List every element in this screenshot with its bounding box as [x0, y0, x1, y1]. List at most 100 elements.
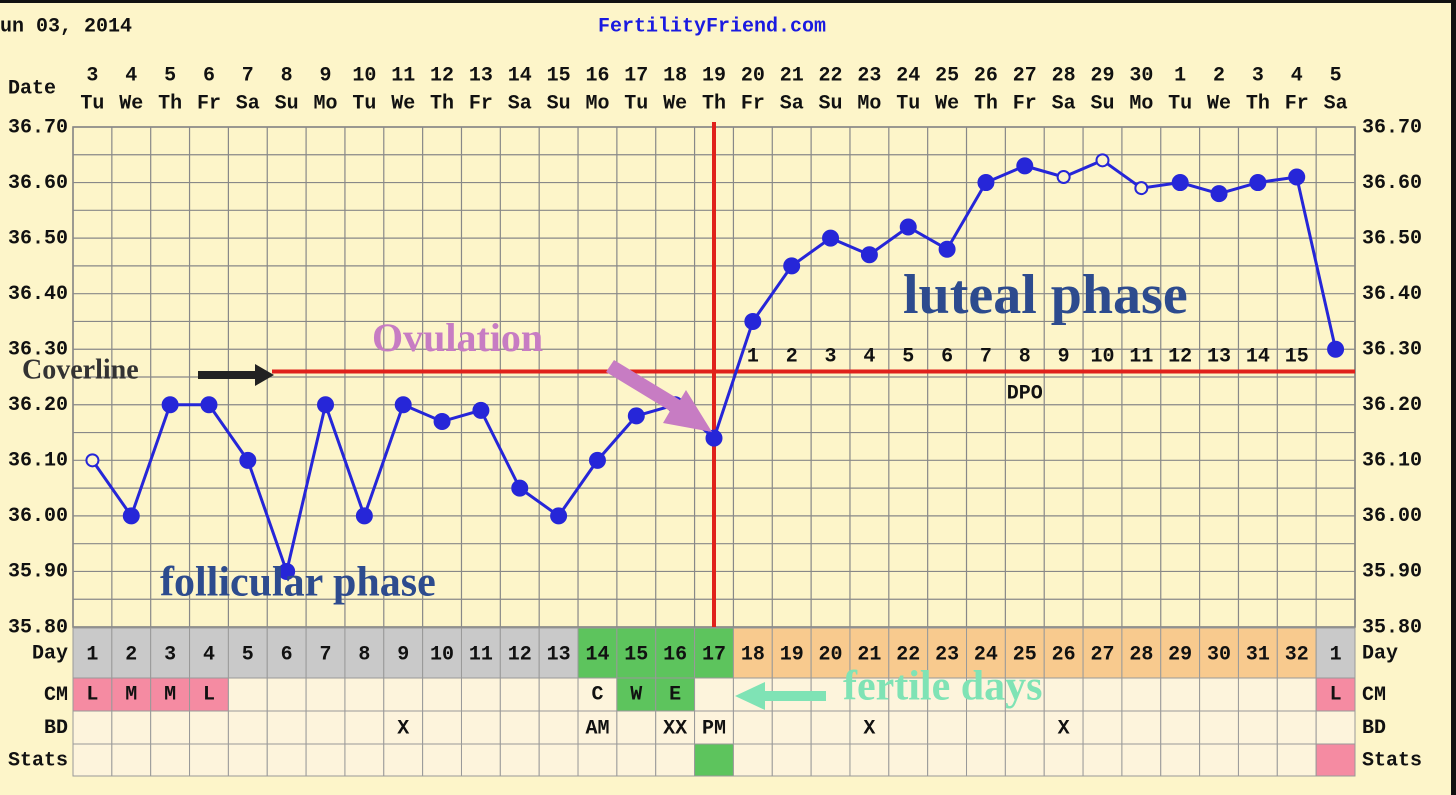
cm-cell — [150, 677, 191, 712]
dpo-number: 15 — [1285, 345, 1309, 368]
temperature-point — [355, 507, 373, 525]
temperature-point — [705, 429, 723, 447]
date-label: 5 — [164, 64, 176, 87]
day-number: 16 — [663, 643, 687, 666]
y-tick-label: 36.60 — [8, 172, 68, 195]
dpo-number: 4 — [863, 345, 875, 368]
stats-cell — [189, 743, 229, 777]
temperature-point — [899, 218, 917, 236]
cm-text: E — [669, 683, 681, 706]
day-cell — [655, 627, 696, 679]
dpo-number: 8 — [1019, 345, 1031, 368]
bd-cell — [1199, 710, 1239, 745]
annotations: Coverline Ovulation luteal phase follicular… — [22, 264, 1188, 710]
cm-cell — [1276, 677, 1317, 712]
date-label: 10 — [352, 64, 376, 87]
temperature-point — [860, 246, 878, 264]
y-tick-label: 36.30 — [8, 339, 68, 362]
temperature-point — [1210, 185, 1228, 203]
y-tick-label-right: 36.50 — [1362, 227, 1422, 250]
y-tick-label-right: 35.80 — [1362, 616, 1422, 639]
cm-cell — [1043, 677, 1084, 712]
follicular-label: follicular phase — [160, 560, 436, 606]
row-label: BD — [44, 717, 68, 740]
date-label: 30 — [1129, 64, 1153, 87]
cm-cell — [72, 677, 113, 712]
bd-cell — [111, 710, 152, 745]
stats-cell — [460, 743, 501, 777]
date-label: 25 — [935, 64, 959, 87]
temperature-point — [822, 229, 840, 247]
row-label: CM — [44, 684, 68, 707]
cm-text: W — [630, 683, 642, 706]
luteal-label: luteal phase — [903, 264, 1188, 326]
cm-cell — [849, 677, 890, 712]
temperature-point — [394, 396, 412, 414]
date-label: 3 — [86, 64, 98, 87]
day-number: 13 — [547, 643, 571, 666]
weekday-label: Tu — [80, 92, 104, 115]
day-cell — [227, 627, 268, 679]
stats-cell — [1160, 743, 1201, 777]
dpo-number: 14 — [1246, 345, 1270, 368]
temperature-point — [200, 396, 218, 414]
day-cell — [460, 627, 501, 679]
day-cell — [771, 627, 812, 679]
y-tick-label: 36.40 — [8, 283, 68, 306]
date-label: 15 — [547, 64, 571, 87]
weekday-label: Tu — [1168, 92, 1192, 115]
date-label: 4 — [125, 64, 137, 87]
stats-cell — [538, 743, 579, 777]
stats-cell — [111, 743, 152, 777]
stats-cell — [305, 743, 346, 777]
dpo-number: 6 — [941, 345, 953, 368]
row-label-right: CM — [1362, 684, 1386, 707]
y-tick-label: 36.20 — [8, 394, 68, 417]
cm-cell — [305, 677, 346, 712]
bd-cell — [694, 710, 734, 745]
date-label: 27 — [1013, 64, 1037, 87]
weekday-label: Tu — [352, 92, 376, 115]
dpo-number: 5 — [902, 345, 914, 368]
temperature-point — [783, 257, 801, 275]
temperature-point — [433, 412, 451, 430]
day-cell — [1237, 627, 1278, 679]
bd-cell — [888, 710, 929, 745]
date-label: 9 — [320, 64, 332, 87]
stats-cell — [227, 743, 268, 777]
cm-text: M — [164, 683, 176, 706]
day-number: 6 — [281, 643, 293, 666]
weekday-label: Sa — [1052, 92, 1076, 115]
day-cell — [577, 627, 618, 679]
temperature-point — [588, 451, 606, 469]
day-cell — [1315, 627, 1356, 679]
stats-cell — [344, 743, 385, 777]
bd-text: XX — [663, 717, 687, 740]
row-label-right: Stats — [1362, 749, 1422, 772]
frame-top — [0, 0, 1456, 3]
day-cell — [305, 627, 346, 679]
day-number: 24 — [974, 643, 998, 666]
day-number: 20 — [819, 643, 843, 666]
cm-text: L — [203, 683, 215, 706]
day-number: 10 — [430, 643, 454, 666]
stats-cell — [616, 743, 657, 777]
y-tick-label-right: 36.40 — [1362, 283, 1422, 306]
site-name: FertilityFriend.com — [598, 15, 826, 38]
row-label-right: Day — [1362, 642, 1398, 665]
date-label: 23 — [857, 64, 881, 87]
dpo-number: 2 — [786, 345, 798, 368]
dpo-number: 11 — [1129, 345, 1153, 368]
stats-cell — [849, 743, 890, 777]
y-tick-label-right: 36.60 — [1362, 172, 1422, 195]
day-number: 15 — [624, 643, 648, 666]
day-cell — [1199, 627, 1239, 679]
bd-cell — [771, 710, 812, 745]
day-number: 23 — [935, 643, 959, 666]
temperature-point — [1171, 174, 1189, 192]
y-tick-label: 36.50 — [8, 227, 68, 250]
cm-cell — [1160, 677, 1201, 712]
day-number: 19 — [780, 643, 804, 666]
day-cell — [732, 627, 773, 679]
